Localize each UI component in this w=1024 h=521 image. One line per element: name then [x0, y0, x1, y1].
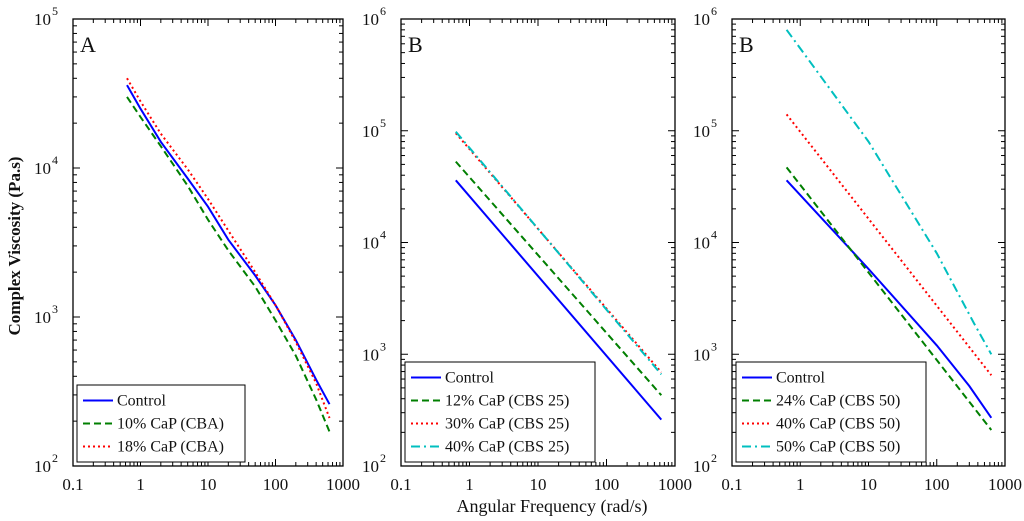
y-tick-exponent: 6	[711, 4, 717, 18]
series-line-1	[785, 179, 993, 419]
y-tick-exponent: 4	[711, 228, 717, 242]
legend-entry: 10% CaP (CBA)	[117, 416, 224, 433]
y-tick-exponent: 2	[380, 451, 386, 465]
legend-entry: 12% CaP (CBS 25)	[445, 393, 569, 410]
y-tick-exponent: 2	[52, 451, 58, 465]
y-tick-label: 10	[34, 308, 51, 327]
x-tick-label: 10	[530, 475, 547, 494]
y-tick-label: 10	[693, 345, 710, 364]
y-tick-label: 10	[34, 457, 51, 476]
x-tick-label: 1	[796, 475, 805, 494]
legend-entry: 30% CaP (CBS 25)	[445, 416, 569, 433]
legend-box	[404, 361, 596, 463]
y-tick-exponent: 2	[711, 451, 717, 465]
series-line-3	[785, 113, 993, 376]
y-tick-label: 10	[693, 122, 710, 141]
y-tick-label: 10	[693, 457, 710, 476]
x-tick-label: 0.1	[721, 475, 742, 494]
x-axis-label: Angular Frequency (rad/s)	[457, 496, 648, 517]
panel-label: B	[739, 32, 754, 57]
legend-entry: Control	[117, 393, 166, 410]
y-tick-exponent: 6	[380, 4, 386, 18]
legend-box	[735, 361, 927, 463]
x-tick-label: 100	[924, 475, 950, 494]
y-tick-label: 10	[362, 234, 379, 253]
series-line-2	[126, 96, 331, 433]
x-tick-label: 1	[136, 475, 145, 494]
legend-entry: Control	[776, 370, 825, 387]
legend: Control 10% CaP (CBA) 18% CaP (CBA)	[76, 384, 246, 463]
x-tick-label: 100	[263, 475, 289, 494]
x-tick-label: 0.1	[390, 475, 411, 494]
series-line-1	[126, 84, 331, 405]
y-tick-label: 10	[34, 10, 51, 29]
x-tick-label: 1000	[658, 475, 692, 494]
x-tick-label: 100	[594, 475, 620, 494]
x-tick-label: 0.1	[62, 475, 83, 494]
y-tick-exponent: 4	[52, 153, 58, 167]
y-tick-exponent: 3	[380, 339, 386, 353]
legend-entry: 40% CaP (CBS 50)	[776, 416, 900, 433]
legend-entry: 24% CaP (CBS 50)	[776, 393, 900, 410]
legend: Control 24% CaP (CBS 50) 40% CaP (CBS 50) 5…	[735, 361, 927, 463]
series-line-1	[455, 179, 663, 421]
x-tick-label: 1000	[326, 475, 360, 494]
x-tick-label: 10	[200, 475, 217, 494]
series-line-4	[785, 29, 993, 355]
x-tick-label: 1000	[988, 475, 1022, 494]
x-tick-label: 10	[860, 475, 877, 494]
series-line-2	[455, 160, 663, 396]
x-tick-label: 1	[465, 475, 474, 494]
y-tick-label: 10	[362, 122, 379, 141]
y-tick-label: 10	[693, 10, 710, 29]
legend-entry: Control	[445, 370, 494, 387]
y-tick-label: 10	[362, 10, 379, 29]
y-axis-label: Complex Viscosity (Pa.s)	[5, 157, 24, 336]
y-tick-exponent: 5	[380, 116, 386, 130]
y-tick-label: 10	[362, 345, 379, 364]
y-tick-label: 10	[693, 234, 710, 253]
series-line-4	[455, 131, 663, 376]
panel-label: B	[408, 32, 423, 57]
legend: Control 12% CaP (CBS 25) 30% CaP (CBS 25) 4…	[404, 361, 596, 463]
y-tick-label: 10	[34, 159, 51, 178]
y-tick-exponent: 3	[52, 302, 58, 316]
y-tick-exponent: 5	[711, 116, 717, 130]
legend-entry: 50% CaP (CBS 50)	[776, 439, 900, 456]
series-line-2	[785, 166, 993, 431]
y-tick-label: 10	[362, 457, 379, 476]
legend-entry: 18% CaP (CBA)	[117, 439, 224, 456]
legend-entry: 40% CaP (CBS 25)	[445, 439, 569, 456]
y-tick-exponent: 3	[711, 339, 717, 353]
panel-label: A	[80, 32, 96, 57]
y-tick-exponent: 4	[380, 228, 386, 242]
y-tick-exponent: 5	[52, 4, 58, 18]
